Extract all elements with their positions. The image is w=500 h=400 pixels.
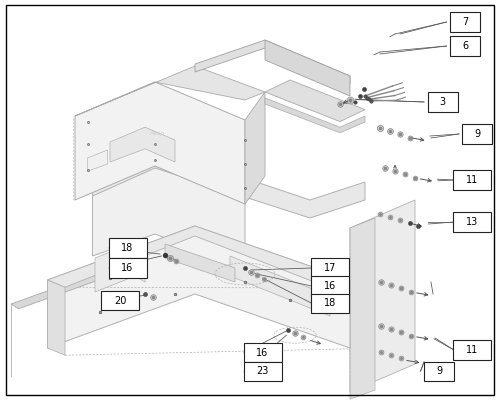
Text: 16: 16	[122, 263, 134, 273]
Polygon shape	[230, 256, 330, 316]
Text: 23: 23	[256, 366, 268, 376]
Polygon shape	[265, 80, 365, 122]
Polygon shape	[48, 226, 350, 288]
Bar	[454, 212, 492, 232]
Bar	[424, 362, 454, 381]
Text: 20: 20	[114, 296, 126, 306]
Polygon shape	[48, 226, 350, 348]
Text: Asap: Asap	[150, 132, 165, 136]
Bar	[244, 362, 282, 381]
Bar	[311, 294, 349, 313]
Text: 3: 3	[440, 97, 446, 107]
Bar	[454, 340, 492, 360]
Bar	[454, 170, 492, 190]
Text: 18: 18	[122, 243, 134, 253]
Polygon shape	[75, 82, 245, 204]
Text: 11: 11	[466, 175, 478, 185]
Polygon shape	[11, 272, 108, 309]
Bar	[101, 291, 139, 310]
Bar	[428, 92, 458, 112]
Text: 9: 9	[436, 366, 442, 376]
Text: 13: 13	[466, 217, 478, 227]
Text: 16: 16	[256, 348, 268, 358]
Bar	[108, 258, 146, 278]
Polygon shape	[48, 280, 65, 355]
Bar	[244, 343, 282, 362]
Polygon shape	[110, 127, 175, 162]
Polygon shape	[350, 218, 375, 399]
Polygon shape	[265, 40, 350, 96]
Polygon shape	[245, 92, 265, 204]
Bar	[311, 258, 349, 278]
Bar	[450, 12, 480, 32]
Bar	[450, 36, 480, 56]
Polygon shape	[88, 150, 108, 171]
Text: 11: 11	[466, 345, 478, 355]
Polygon shape	[165, 244, 235, 282]
Text: 7: 7	[462, 17, 468, 27]
Text: 16: 16	[324, 281, 336, 291]
Bar	[108, 238, 146, 258]
Text: 17: 17	[324, 263, 336, 273]
Text: 6: 6	[462, 41, 468, 51]
Polygon shape	[350, 200, 415, 392]
Polygon shape	[265, 98, 365, 133]
Polygon shape	[92, 148, 365, 218]
Polygon shape	[75, 66, 265, 116]
Text: 9: 9	[474, 129, 480, 139]
Polygon shape	[195, 40, 350, 84]
Bar	[311, 276, 349, 296]
Text: 18: 18	[324, 298, 336, 308]
Polygon shape	[95, 242, 145, 292]
Bar	[462, 124, 492, 144]
Polygon shape	[92, 148, 245, 268]
